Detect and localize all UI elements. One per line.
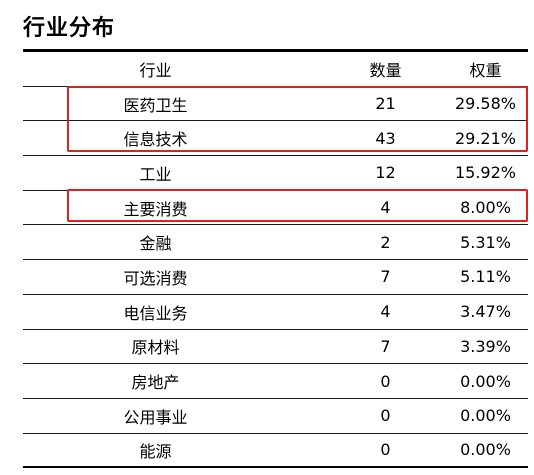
table-row: 可选消费 7 5.11%	[23, 260, 528, 295]
weight-cell: 0.00%	[438, 364, 533, 398]
header-weight: 权重	[438, 52, 533, 86]
weight-cell: 0.00%	[438, 434, 533, 467]
table-row: 主要消费 4 8.00%	[23, 191, 528, 226]
table-row: 金融 2 5.31%	[23, 225, 528, 260]
industry-cell: 电信业务	[78, 295, 233, 329]
table-row: 公用事业 0 0.00%	[23, 399, 528, 434]
count-cell: 43	[343, 121, 428, 155]
industry-cell: 能源	[78, 434, 233, 467]
industry-cell: 信息技术	[78, 121, 233, 155]
industry-cell: 原材料	[78, 330, 233, 364]
count-cell: 12	[343, 156, 428, 190]
weight-cell: 29.58%	[438, 87, 533, 121]
header-industry: 行业	[78, 52, 233, 86]
weight-cell: 3.39%	[438, 330, 533, 364]
weight-cell: 0.00%	[438, 399, 533, 433]
table-row: 原材料 7 3.39%	[23, 330, 528, 365]
industry-cell: 金融	[78, 225, 233, 259]
industry-cell: 主要消费	[78, 191, 233, 225]
table-header-row: 行业 数量 权重	[23, 52, 528, 87]
table-row: 工业 12 15.92%	[23, 156, 528, 191]
industry-cell: 房地产	[78, 364, 233, 398]
page-title: 行业分布	[23, 14, 115, 44]
count-cell: 0	[343, 434, 428, 467]
count-cell: 4	[343, 191, 428, 225]
count-cell: 0	[343, 364, 428, 398]
count-cell: 21	[343, 87, 428, 121]
weight-cell: 15.92%	[438, 156, 533, 190]
weight-cell: 5.11%	[438, 260, 533, 294]
table-row: 医药卫生 21 29.58%	[23, 87, 528, 122]
weight-cell: 8.00%	[438, 191, 533, 225]
weight-cell: 29.21%	[438, 121, 533, 155]
header-count: 数量	[343, 52, 428, 86]
industry-cell: 可选消费	[78, 260, 233, 294]
industry-cell: 医药卫生	[78, 87, 233, 121]
industry-cell: 工业	[78, 156, 233, 190]
table-row: 房地产 0 0.00%	[23, 364, 528, 399]
table-row: 能源 0 0.00%	[23, 434, 528, 469]
table-row: 信息技术 43 29.21%	[23, 121, 528, 156]
count-cell: 4	[343, 295, 428, 329]
count-cell: 7	[343, 260, 428, 294]
count-cell: 7	[343, 330, 428, 364]
industry-cell: 公用事业	[78, 399, 233, 433]
weight-cell: 5.31%	[438, 225, 533, 259]
count-cell: 0	[343, 399, 428, 433]
weight-cell: 3.47%	[438, 295, 533, 329]
table-row: 电信业务 4 3.47%	[23, 295, 528, 330]
industry-table: 行业 数量 权重 医药卫生 21 29.58% 信息技术 43 29.21% 工…	[23, 52, 528, 468]
count-cell: 2	[343, 225, 428, 259]
